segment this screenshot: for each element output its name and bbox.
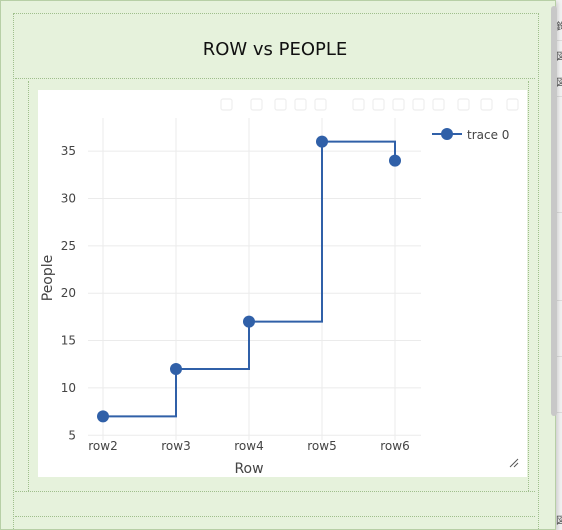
frame-divider xyxy=(28,81,29,491)
legend-marker xyxy=(441,128,453,140)
pan-icon[interactable] xyxy=(274,98,287,111)
y-tick-label: 30 xyxy=(61,192,76,206)
hover-closest-icon[interactable] xyxy=(412,98,425,111)
background-divider xyxy=(552,300,562,301)
autoscale-icon[interactable] xyxy=(352,98,365,111)
data-point[interactable] xyxy=(243,315,255,328)
y-tick-labels: 5 10 15 20 25 30 35 xyxy=(61,144,76,442)
y-tick-label: 15 xyxy=(61,334,76,348)
legend[interactable]: trace 0 xyxy=(432,128,509,142)
page-scrollbar[interactable] xyxy=(551,6,557,416)
y-tick-label: 25 xyxy=(61,239,76,253)
zoom-out-icon[interactable] xyxy=(314,98,327,111)
dialog-title-bar: ROW vs PEOPLE xyxy=(15,21,535,79)
x-tick-label: row6 xyxy=(380,439,409,453)
y-tick-label: 20 xyxy=(61,286,76,300)
background-divider xyxy=(552,96,562,97)
x-tick-label: row5 xyxy=(307,439,336,453)
grid-lines xyxy=(88,118,421,440)
data-point[interactable] xyxy=(316,135,328,148)
modebar xyxy=(220,98,519,111)
background-divider xyxy=(552,412,562,413)
zoom-in-icon[interactable] xyxy=(294,98,307,111)
hover-compare-icon[interactable] xyxy=(432,98,445,111)
x-axis-label: Row xyxy=(234,461,263,477)
dialog-frame xyxy=(13,13,539,530)
background-glyph: 鉤 xyxy=(556,22,562,33)
background-divider xyxy=(552,356,562,357)
background-divider xyxy=(552,212,562,213)
series-group xyxy=(97,135,401,423)
background-glyph: 図 xyxy=(556,516,562,527)
x-tick-label: row4 xyxy=(234,439,263,453)
dialog-footer xyxy=(15,491,535,517)
background-divider xyxy=(552,40,562,41)
spike-lines-icon[interactable] xyxy=(392,98,405,111)
legend-label: trace 0 xyxy=(467,128,509,142)
x-tick-label: row3 xyxy=(161,439,190,453)
y-axis-label: People xyxy=(40,255,56,302)
plot-panel: 5 10 15 20 25 30 35 row2 row3 row4 row5 row6 Row P… xyxy=(38,90,527,477)
plotly-logo-icon[interactable] xyxy=(457,98,470,111)
zoom-icon[interactable] xyxy=(250,98,263,111)
background-page-strip xyxy=(552,0,562,530)
resize-handle-icon[interactable] xyxy=(509,458,519,468)
reset-axes-icon[interactable] xyxy=(372,98,385,111)
camera-icon[interactable] xyxy=(480,98,493,111)
data-point[interactable] xyxy=(170,362,182,375)
x-tick-labels: row2 row3 row4 row5 row6 xyxy=(88,439,409,453)
data-point[interactable] xyxy=(97,410,109,423)
plot-svg: 5 10 15 20 25 30 35 row2 row3 row4 row5 row6 Row P… xyxy=(40,98,519,477)
frame-divider xyxy=(528,81,529,491)
camera-icon[interactable] xyxy=(220,98,233,111)
dialog-title: ROW vs PEOPLE xyxy=(202,39,348,60)
zoom-icon[interactable] xyxy=(506,98,519,111)
y-tick-label: 5 xyxy=(68,428,76,442)
y-tick-label: 10 xyxy=(61,381,76,395)
data-point[interactable] xyxy=(389,154,401,167)
y-tick-label: 35 xyxy=(61,144,76,158)
x-tick-label: row2 xyxy=(88,439,117,453)
background-glyph: 図 xyxy=(556,78,562,89)
background-glyph: 図 xyxy=(556,52,562,63)
